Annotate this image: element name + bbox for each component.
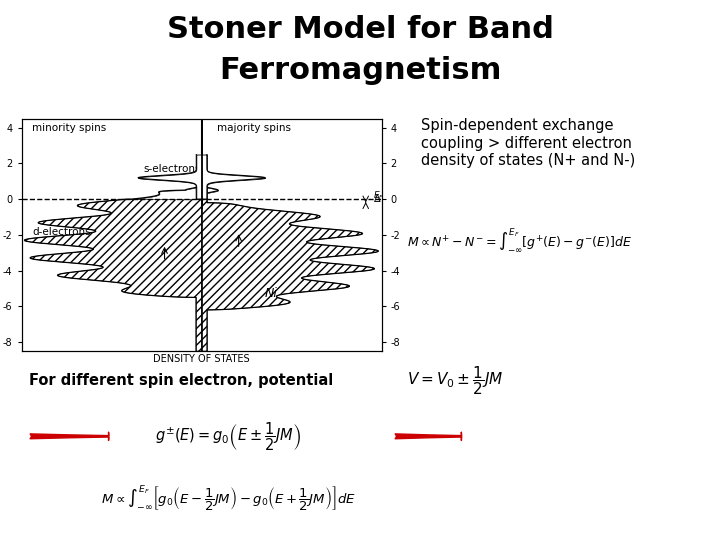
Text: majority spins: majority spins xyxy=(217,123,292,133)
Text: Majority: Majority xyxy=(228,238,298,253)
Text: s-electrons: s-electrons xyxy=(143,164,201,174)
Text: For different spin electron, potential: For different spin electron, potential xyxy=(29,373,333,388)
Text: $M \propto N^{+}-N^{-}=\int_{-\infty}^{E_F}[g^{+}(E)-g^{-}(E)]dE$: $M \propto N^{+}-N^{-}=\int_{-\infty}^{E… xyxy=(407,226,632,254)
Text: Minority: Minority xyxy=(65,264,137,279)
X-axis label: DENSITY OF STATES: DENSITY OF STATES xyxy=(153,354,250,364)
Text: $E_F$: $E_F$ xyxy=(373,190,384,202)
Text: $V = V_0 \pm \dfrac{1}{2}JM$: $V = V_0 \pm \dfrac{1}{2}JM$ xyxy=(407,364,503,397)
Text: Spin-dependent exchange
coupling > different electron
density of states (N+ and : Spin-dependent exchange coupling > diffe… xyxy=(421,118,636,168)
Text: Ferromagnetism: Ferromagnetism xyxy=(219,56,501,85)
Text: Stoner Model for Band: Stoner Model for Band xyxy=(166,15,554,44)
Text: $g^{\pm}(E) = g_0\left(E \pm \dfrac{1}{2}JM\right)$: $g^{\pm}(E) = g_0\left(E \pm \dfrac{1}{2… xyxy=(155,420,301,453)
Text: d-electrons: d-electrons xyxy=(32,227,91,237)
Text: Ni: Ni xyxy=(265,287,278,300)
Text: $\Delta$: $\Delta$ xyxy=(373,192,382,204)
Text: minority spins: minority spins xyxy=(32,123,107,133)
Text: $M \propto \int_{-\infty}^{E_F}\left[g_0\left(E - \dfrac{1}{2}JM\right) - g_0\le: $M \propto \int_{-\infty}^{E_F}\left[g_0… xyxy=(101,484,356,514)
